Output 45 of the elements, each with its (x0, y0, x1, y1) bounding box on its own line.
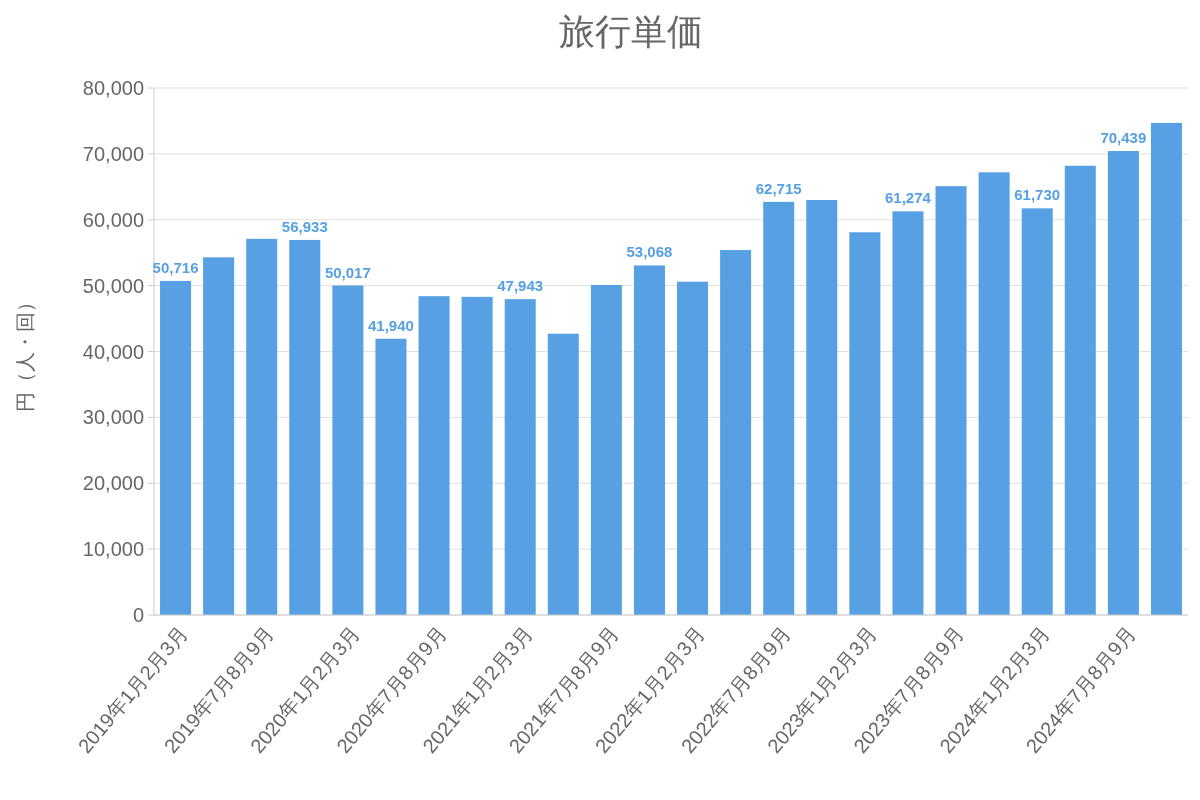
data-label: 62,715 (755, 179, 802, 197)
y-tick-label: 30,000 (82, 406, 144, 429)
bar (1064, 165, 1096, 615)
bar (547, 333, 579, 615)
bar (763, 201, 795, 615)
bar (504, 299, 536, 615)
y-tick-label: 20,000 (82, 472, 144, 495)
data-label: 47,943 (497, 277, 544, 295)
bar (375, 338, 407, 615)
data-label: 61,730 (1014, 186, 1061, 204)
bar (892, 211, 924, 615)
data-label: 50,716 (152, 258, 199, 276)
bar (677, 281, 709, 615)
chart-title: 旅行単価 (559, 11, 703, 52)
bar (1150, 122, 1182, 615)
bar (332, 285, 364, 615)
data-label: 41,940 (368, 316, 414, 334)
bar (720, 250, 752, 615)
y-tick-label: 0 (132, 604, 144, 626)
data-label: 61,274 (885, 189, 932, 207)
bar (289, 239, 321, 615)
bar (418, 296, 450, 615)
y-tick-label: 50,000 (82, 274, 144, 297)
y-tick-label: 70,000 (82, 142, 144, 165)
data-label: 70,439 (1100, 128, 1147, 146)
y-tick-label: 80,000 (82, 77, 144, 99)
bar (1021, 208, 1053, 615)
bar (978, 172, 1010, 615)
data-label: 53,068 (626, 243, 673, 261)
y-axis-title: 円（人・回） (14, 291, 36, 412)
bar (935, 186, 967, 615)
bar (590, 284, 622, 615)
bar (246, 238, 278, 615)
data-label: 56,933 (281, 217, 328, 235)
y-tick-label: 60,000 (82, 208, 144, 231)
bar (1107, 150, 1139, 615)
bar (461, 296, 493, 615)
data-label: 50,017 (324, 263, 371, 281)
bar (806, 199, 838, 615)
y-tick-label: 40,000 (82, 340, 144, 363)
bar (203, 257, 235, 615)
bar (633, 265, 665, 615)
y-tick-label: 10,000 (82, 538, 144, 561)
bar (160, 280, 192, 615)
bar (849, 232, 881, 615)
